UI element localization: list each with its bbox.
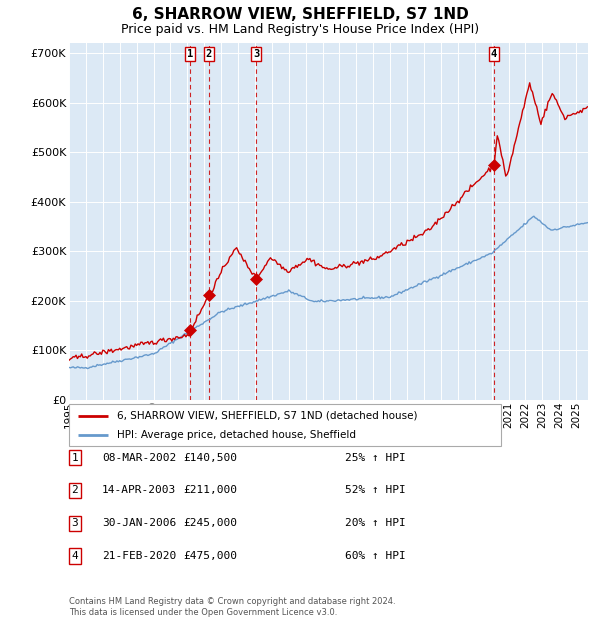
Text: 3: 3: [71, 518, 79, 528]
Text: 2: 2: [206, 49, 212, 59]
Text: £140,500: £140,500: [183, 453, 237, 463]
Text: 20% ↑ HPI: 20% ↑ HPI: [345, 518, 406, 528]
Text: 6, SHARROW VIEW, SHEFFIELD, S7 1ND (detached house): 6, SHARROW VIEW, SHEFFIELD, S7 1ND (deta…: [116, 410, 417, 420]
Text: Contains HM Land Registry data © Crown copyright and database right 2024.
This d: Contains HM Land Registry data © Crown c…: [69, 598, 395, 617]
Text: 52% ↑ HPI: 52% ↑ HPI: [345, 485, 406, 495]
Text: 60% ↑ HPI: 60% ↑ HPI: [345, 551, 406, 561]
Text: 2: 2: [71, 485, 79, 495]
Text: 1: 1: [187, 49, 194, 59]
Text: 14-APR-2003: 14-APR-2003: [102, 485, 176, 495]
Text: HPI: Average price, detached house, Sheffield: HPI: Average price, detached house, Shef…: [116, 430, 356, 440]
Text: 30-JAN-2006: 30-JAN-2006: [102, 518, 176, 528]
Text: 1: 1: [71, 453, 79, 463]
Text: 21-FEB-2020: 21-FEB-2020: [102, 551, 176, 561]
Text: £211,000: £211,000: [183, 485, 237, 495]
Text: 08-MAR-2002: 08-MAR-2002: [102, 453, 176, 463]
FancyBboxPatch shape: [69, 404, 501, 446]
Text: 4: 4: [71, 551, 79, 561]
Text: Price paid vs. HM Land Registry's House Price Index (HPI): Price paid vs. HM Land Registry's House …: [121, 23, 479, 36]
Text: 6, SHARROW VIEW, SHEFFIELD, S7 1ND: 6, SHARROW VIEW, SHEFFIELD, S7 1ND: [131, 7, 469, 22]
Text: 25% ↑ HPI: 25% ↑ HPI: [345, 453, 406, 463]
Text: £475,000: £475,000: [183, 551, 237, 561]
Text: 4: 4: [491, 49, 497, 59]
Text: 3: 3: [253, 49, 259, 59]
Text: £245,000: £245,000: [183, 518, 237, 528]
